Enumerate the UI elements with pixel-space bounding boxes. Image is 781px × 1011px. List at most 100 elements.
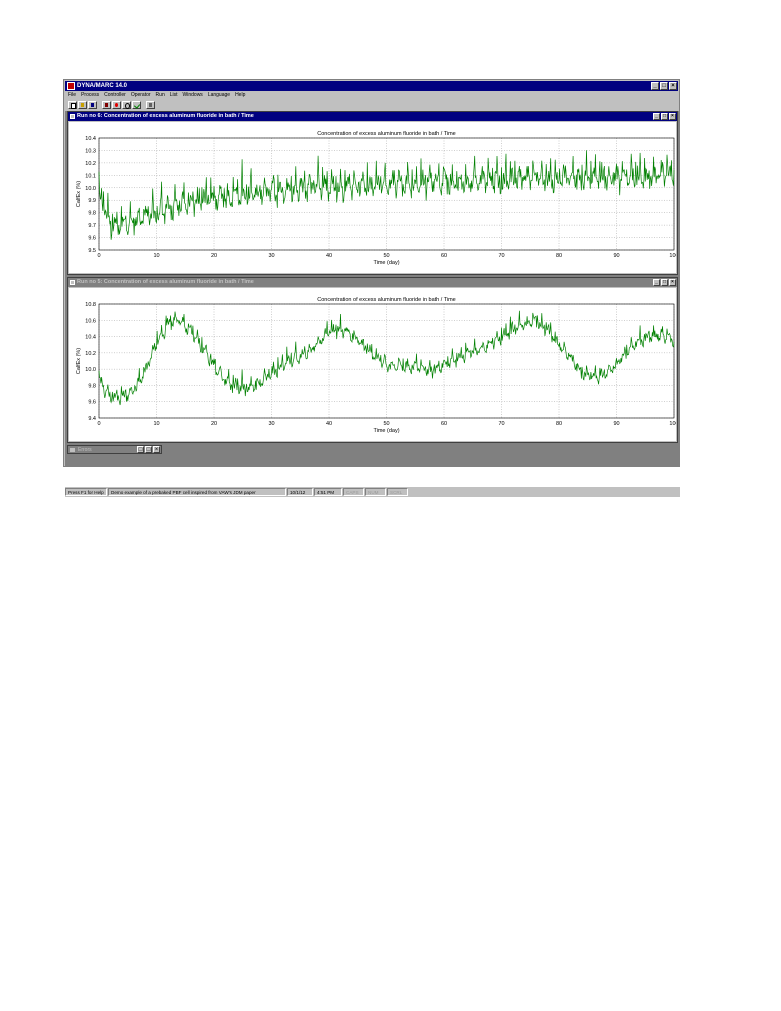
plot-frame [98, 303, 675, 419]
minimized-errors-window[interactable]: Errors □ □ × [67, 445, 162, 454]
chart-window-icon [70, 280, 75, 285]
app-window: DYNA/MARC 14.0 _ □ × File Process Contro… [63, 79, 680, 497]
app-titlebar[interactable]: DYNA/MARC 14.0 _ □ × [65, 81, 678, 91]
status-time: 4:51 PM [314, 488, 342, 496]
x-tick-label: 100 [669, 421, 676, 427]
mdi-client-area: Run no 6: Concentration of excess alumin… [65, 111, 680, 497]
window-icon [70, 448, 75, 452]
y-tick-label: 10.0 [85, 367, 96, 373]
x-tick-label: 10 [153, 421, 159, 427]
print-button[interactable] [146, 101, 155, 109]
maximize-button[interactable]: □ [661, 113, 668, 120]
y-tick-label: 10.2 [85, 161, 96, 167]
stop-icon [115, 103, 118, 107]
y-tick-label: 10.3 [85, 148, 96, 154]
menu-language[interactable]: Language [207, 92, 231, 98]
menu-file[interactable]: File [68, 92, 77, 98]
chart-button[interactable] [102, 101, 111, 109]
y-tick-label: 9.7 [88, 223, 96, 229]
chart-window-title: Run no 5: Concentration of excess alumin… [77, 279, 254, 285]
y-tick-label: 9.5 [88, 248, 96, 254]
x-tick-label: 70 [498, 421, 504, 427]
status-caps: CAPS [343, 488, 364, 496]
plot-frame [98, 137, 675, 251]
chart-window-run6[interactable]: Run no 6: Concentration of excess alumin… [67, 111, 678, 275]
plot-area: Concentration of excess aluminum fluorid… [69, 288, 676, 441]
app-title: DYNA/MARC 14.0 [77, 83, 128, 89]
close-button[interactable]: × [669, 82, 677, 90]
x-tick-label: 0 [97, 421, 100, 427]
stop-button[interactable] [112, 101, 121, 109]
x-tick-label: 10 [153, 253, 159, 259]
check-button[interactable] [132, 101, 141, 109]
x-tick-label: 80 [556, 421, 562, 427]
x-tick-label: 50 [383, 421, 389, 427]
minimize-button[interactable]: _ [651, 82, 659, 90]
chart-run5: Concentration of excess aluminum fluorid… [76, 297, 676, 434]
status-bar: Press F1 for Help Demo example of a preb… [65, 487, 680, 497]
y-tick-label: 10.4 [85, 136, 96, 142]
y-tick-label: 10.2 [85, 351, 96, 357]
minimize-button[interactable]: _ [653, 113, 660, 120]
chart-icon [105, 103, 108, 107]
y-axis-label: CalfEx (%) [76, 348, 82, 374]
chart-title: Concentration of excess aluminum fluorid… [317, 131, 456, 137]
x-tick-label: 60 [441, 421, 447, 427]
status-date: 10/1/12 [287, 488, 313, 496]
save-icon [91, 103, 94, 107]
new-button[interactable] [68, 101, 77, 109]
maximize-button[interactable]: □ [660, 82, 668, 90]
x-tick-label: 30 [268, 421, 274, 427]
y-tick-label: 10.6 [85, 318, 96, 324]
y-tick-label: 9.6 [88, 236, 96, 242]
chart-window-title: Run no 6: Concentration of excess alumin… [77, 113, 254, 119]
minimize-button[interactable]: _ [653, 279, 660, 286]
menu-help[interactable]: Help [235, 92, 246, 98]
y-tick-label: 10.8 [85, 302, 96, 308]
open-button[interactable] [78, 101, 87, 109]
y-tick-label: 9.6 [88, 400, 96, 406]
check-icon [133, 102, 141, 109]
menu-process[interactable]: Process [81, 92, 100, 98]
chart-window-titlebar[interactable]: Run no 6: Concentration of excess alumin… [68, 112, 677, 121]
close-button[interactable]: × [153, 446, 160, 453]
x-tick-label: 20 [211, 421, 217, 427]
y-tick-label: 9.8 [88, 211, 96, 217]
x-tick-label: 70 [498, 253, 504, 259]
x-tick-label: 80 [556, 253, 562, 259]
menu-operator[interactable]: Operator [130, 92, 151, 98]
close-button[interactable]: × [669, 113, 676, 120]
status-num: NUM [365, 488, 386, 496]
x-tick-label: 0 [97, 253, 100, 259]
restore-button[interactable]: □ [137, 446, 144, 453]
x-axis-label: Time (day) [373, 260, 399, 266]
menu-bar: File Process Controller Operator Run Lis… [66, 91, 245, 100]
maximize-button[interactable]: □ [661, 279, 668, 286]
zoom-button[interactable] [122, 101, 131, 109]
x-tick-label: 40 [326, 421, 332, 427]
menu-run[interactable]: Run [155, 92, 165, 98]
toolbar [66, 100, 677, 110]
chart-run6: Concentration of excess aluminum fluorid… [76, 131, 676, 266]
new-icon [71, 103, 76, 109]
minimized-window-title: Errors [78, 447, 92, 453]
app-icon [67, 82, 75, 90]
x-tick-label: 90 [613, 253, 619, 259]
series-line [98, 310, 675, 406]
menu-list[interactable]: List [169, 92, 178, 98]
save-button[interactable] [88, 101, 97, 109]
y-tick-label: 9.8 [88, 383, 96, 389]
menu-controller[interactable]: Controller [104, 92, 126, 98]
close-button[interactable]: × [669, 279, 676, 286]
menu-windows[interactable]: Windows [182, 92, 203, 98]
y-tick-label: 9.9 [88, 198, 96, 204]
maximize-button[interactable]: □ [145, 446, 152, 453]
chart-window-titlebar[interactable]: Run no 5: Concentration of excess alumin… [68, 278, 677, 287]
y-axis-label: CalfEx (%) [76, 181, 82, 207]
zoom-icon [125, 103, 130, 109]
x-tick-label: 20 [211, 253, 217, 259]
chart-window-run5[interactable]: Run no 5: Concentration of excess alumin… [67, 277, 678, 443]
y-tick-label: 10.1 [85, 173, 96, 179]
x-tick-label: 90 [613, 421, 619, 427]
plot-area: Concentration of excess aluminum fluorid… [69, 122, 676, 273]
